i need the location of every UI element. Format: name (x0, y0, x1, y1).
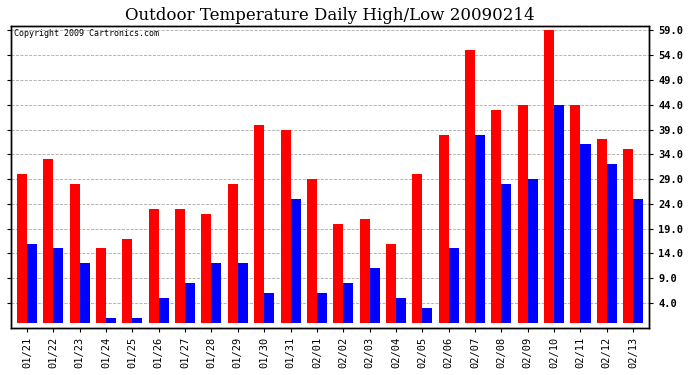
Bar (132, 318, 142, 323)
Bar (370, 268, 380, 323)
Bar (290, 199, 301, 323)
Bar (159, 298, 169, 323)
Title: Outdoor Temperature Daily High/Low 20090214: Outdoor Temperature Daily High/Low 20090… (126, 7, 535, 24)
Bar (448, 249, 459, 323)
Bar (317, 293, 327, 323)
Bar (597, 140, 607, 323)
Bar (17, 174, 27, 323)
Bar (422, 308, 433, 323)
Bar (149, 209, 159, 323)
Bar (633, 199, 643, 323)
Bar (79, 263, 90, 323)
Bar (122, 238, 132, 323)
Bar (465, 50, 475, 323)
Bar (502, 184, 511, 323)
Bar (106, 318, 116, 323)
Bar (201, 214, 211, 323)
Bar (254, 124, 264, 323)
Bar (359, 219, 370, 323)
Bar (70, 184, 79, 323)
Bar (43, 159, 53, 323)
Bar (571, 105, 580, 323)
Bar (554, 105, 564, 323)
Text: Copyright 2009 Cartronics.com: Copyright 2009 Cartronics.com (14, 28, 159, 38)
Bar (53, 249, 63, 323)
Bar (518, 105, 528, 323)
Bar (528, 179, 538, 323)
Bar (623, 149, 633, 323)
Bar (175, 209, 185, 323)
Bar (439, 135, 449, 323)
Bar (333, 224, 343, 323)
Bar (264, 293, 274, 323)
Bar (27, 243, 37, 323)
Bar (475, 135, 485, 323)
Bar (396, 298, 406, 323)
Bar (211, 263, 221, 323)
Bar (580, 144, 591, 323)
Bar (607, 164, 617, 323)
Bar (386, 243, 396, 323)
Bar (185, 283, 195, 323)
Bar (413, 174, 422, 323)
Bar (343, 283, 353, 323)
Bar (307, 179, 317, 323)
Bar (281, 130, 290, 323)
Bar (544, 30, 554, 323)
Bar (96, 249, 106, 323)
Bar (228, 184, 238, 323)
Bar (238, 263, 248, 323)
Bar (491, 110, 502, 323)
